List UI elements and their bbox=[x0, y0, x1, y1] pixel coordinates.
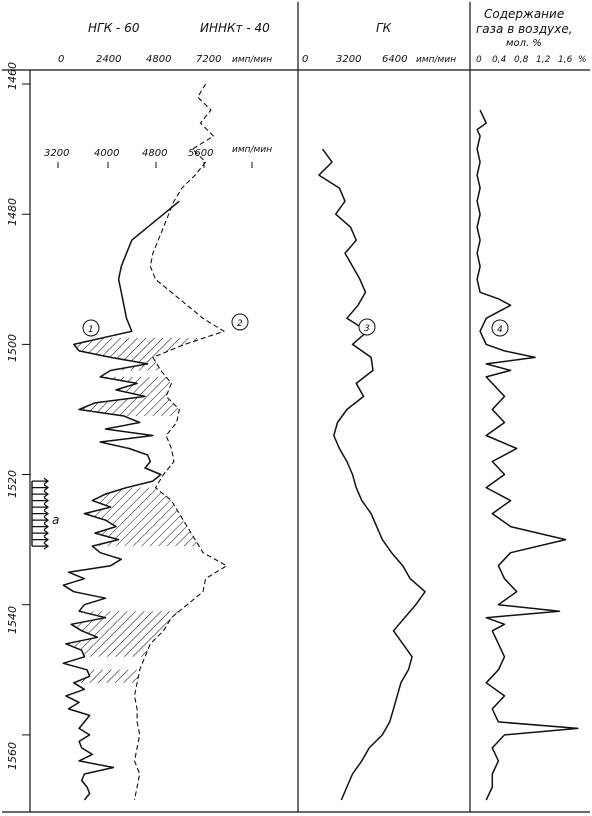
track2-unit: имп/мин bbox=[416, 55, 456, 65]
inner-tick-3200: 3200 bbox=[44, 148, 69, 159]
curve-neutron-2 bbox=[133, 83, 228, 801]
track3-title-line3: мол. % bbox=[506, 38, 542, 49]
track1-title-innk: ИННКт - 40 bbox=[200, 21, 270, 35]
perforation-arrow-7 bbox=[32, 516, 49, 524]
hatched-zone-1 bbox=[73, 337, 205, 371]
track1-title-ngk: НГК - 60 bbox=[88, 21, 140, 35]
track1-tick-0: 0 bbox=[58, 54, 64, 65]
inner-unit: имп/мин bbox=[232, 145, 272, 155]
curve-gamma-3 bbox=[318, 148, 426, 801]
marker-2-text: 2 bbox=[237, 319, 243, 329]
track3-top-scale: 0 0,4 0,8 1,2 1,6 % bbox=[476, 55, 587, 65]
perforation-marks bbox=[31, 477, 49, 550]
perforation-arrow-10 bbox=[32, 536, 49, 544]
marker-4: 4 bbox=[491, 319, 509, 337]
depth-label-1560: 1560 bbox=[6, 742, 19, 770]
perforation-arrow-5 bbox=[32, 503, 49, 511]
hatched-zone-4 bbox=[65, 611, 180, 657]
depth-label-1540: 1540 bbox=[6, 606, 19, 634]
perforation-arrow-6 bbox=[32, 510, 49, 518]
perforation-arrow-11 bbox=[32, 542, 49, 550]
track2-tick-6400: 6400 bbox=[382, 54, 407, 65]
track1-tick-7200: 7200 bbox=[196, 54, 221, 65]
track2-top-scale: 0 3200 6400 имп/мин bbox=[302, 54, 456, 65]
marker-1-text: 1 bbox=[88, 325, 94, 335]
track2-tick-3200: 3200 bbox=[336, 54, 361, 65]
perforation-arrow-1 bbox=[32, 477, 49, 485]
depth-label-1520: 1520 bbox=[6, 470, 19, 498]
marker-2: 2 bbox=[231, 313, 249, 331]
track3-tick-0: 0 bbox=[476, 55, 482, 65]
inner-tick-4800: 4800 bbox=[142, 148, 167, 159]
marker-3: 3 bbox=[358, 318, 376, 336]
hatched-zones bbox=[65, 337, 205, 683]
perforation-arrow-2 bbox=[32, 484, 49, 492]
marker-3-text: 3 bbox=[364, 324, 370, 334]
track3-title-line1: Содержание bbox=[484, 7, 564, 21]
track3-tick-1-2: 1,2 bbox=[536, 55, 551, 65]
inner-tick-5600: 5600 bbox=[188, 148, 213, 159]
track3-tick-0-4: 0,4 bbox=[492, 55, 507, 65]
perforation-arrow-9 bbox=[32, 529, 49, 537]
track3-unit: % bbox=[578, 55, 587, 65]
log-curves bbox=[62, 83, 579, 801]
hatched-zone-5 bbox=[73, 669, 140, 683]
depth-label-1480: 1480 bbox=[6, 198, 19, 226]
perforation-arrow-8 bbox=[32, 523, 49, 531]
depth-label-1460: 1460 bbox=[6, 62, 19, 90]
marker-1: 1 bbox=[82, 319, 100, 337]
track1-inner-scale: 3200 4000 4800 5600 имп/мин bbox=[44, 145, 272, 168]
track3-tick-1-6: 1,6 bbox=[558, 55, 573, 65]
track1-top-scale: 0 2400 4800 7200 имп/мин bbox=[58, 54, 272, 65]
perforation-arrow-3 bbox=[32, 490, 49, 498]
curve-gas-4 bbox=[476, 109, 579, 801]
marker-4-text: 4 bbox=[497, 325, 503, 335]
depth-axis: 1460 1480 1500 1520 1540 1560 bbox=[6, 62, 30, 770]
curve-neutron-1 bbox=[62, 200, 180, 801]
depth-label-1500: 1500 bbox=[6, 334, 19, 362]
track2-title-gk: ГК bbox=[376, 21, 392, 35]
inner-tick-4000: 4000 bbox=[94, 148, 119, 159]
track1-tick-4800: 4800 bbox=[146, 54, 171, 65]
track3-tick-0-8: 0,8 bbox=[514, 55, 529, 65]
hatched-zone-2 bbox=[79, 376, 180, 416]
perforation-arrow-4 bbox=[32, 497, 49, 505]
track3-title-line2: газа в воздухе, bbox=[476, 22, 573, 36]
track2-tick-0: 0 bbox=[302, 54, 308, 65]
track1-unit: имп/мин bbox=[232, 55, 272, 65]
hatched-zone-3 bbox=[84, 487, 199, 547]
track1-tick-2400: 2400 bbox=[96, 54, 121, 65]
curve-markers: 1 2 3 4 bbox=[82, 313, 509, 337]
annotation-a: a bbox=[52, 513, 59, 527]
